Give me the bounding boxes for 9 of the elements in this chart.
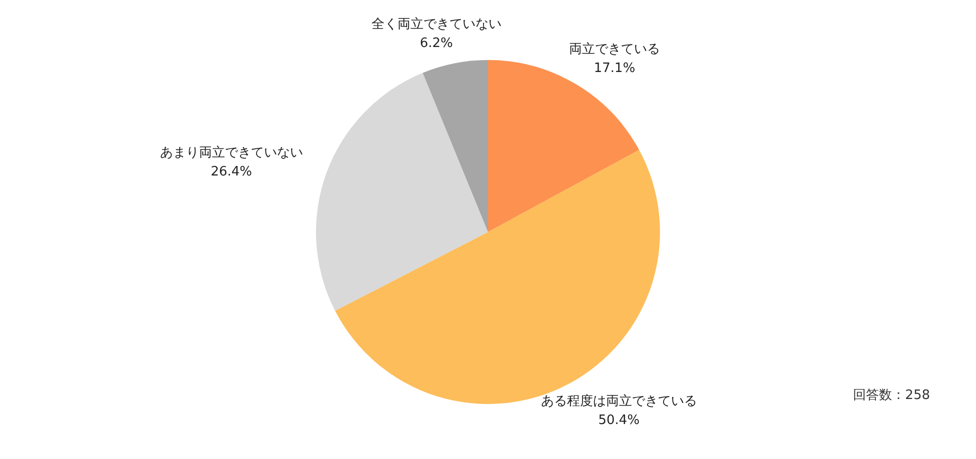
data-label: 6.2%: [420, 36, 453, 52]
data-label: 17.1%: [594, 60, 636, 76]
text: 回答数：258: [853, 387, 930, 404]
data-label: 50.4%: [598, 412, 640, 428]
data-label: 26.4%: [210, 164, 252, 180]
slice-label: ある程度は両立できている: [540, 392, 697, 409]
slice-label: 両立できている: [569, 40, 660, 57]
slice-label: あまり両立できていない: [160, 144, 303, 161]
slice-label: 全く両立できていない: [371, 16, 502, 32]
